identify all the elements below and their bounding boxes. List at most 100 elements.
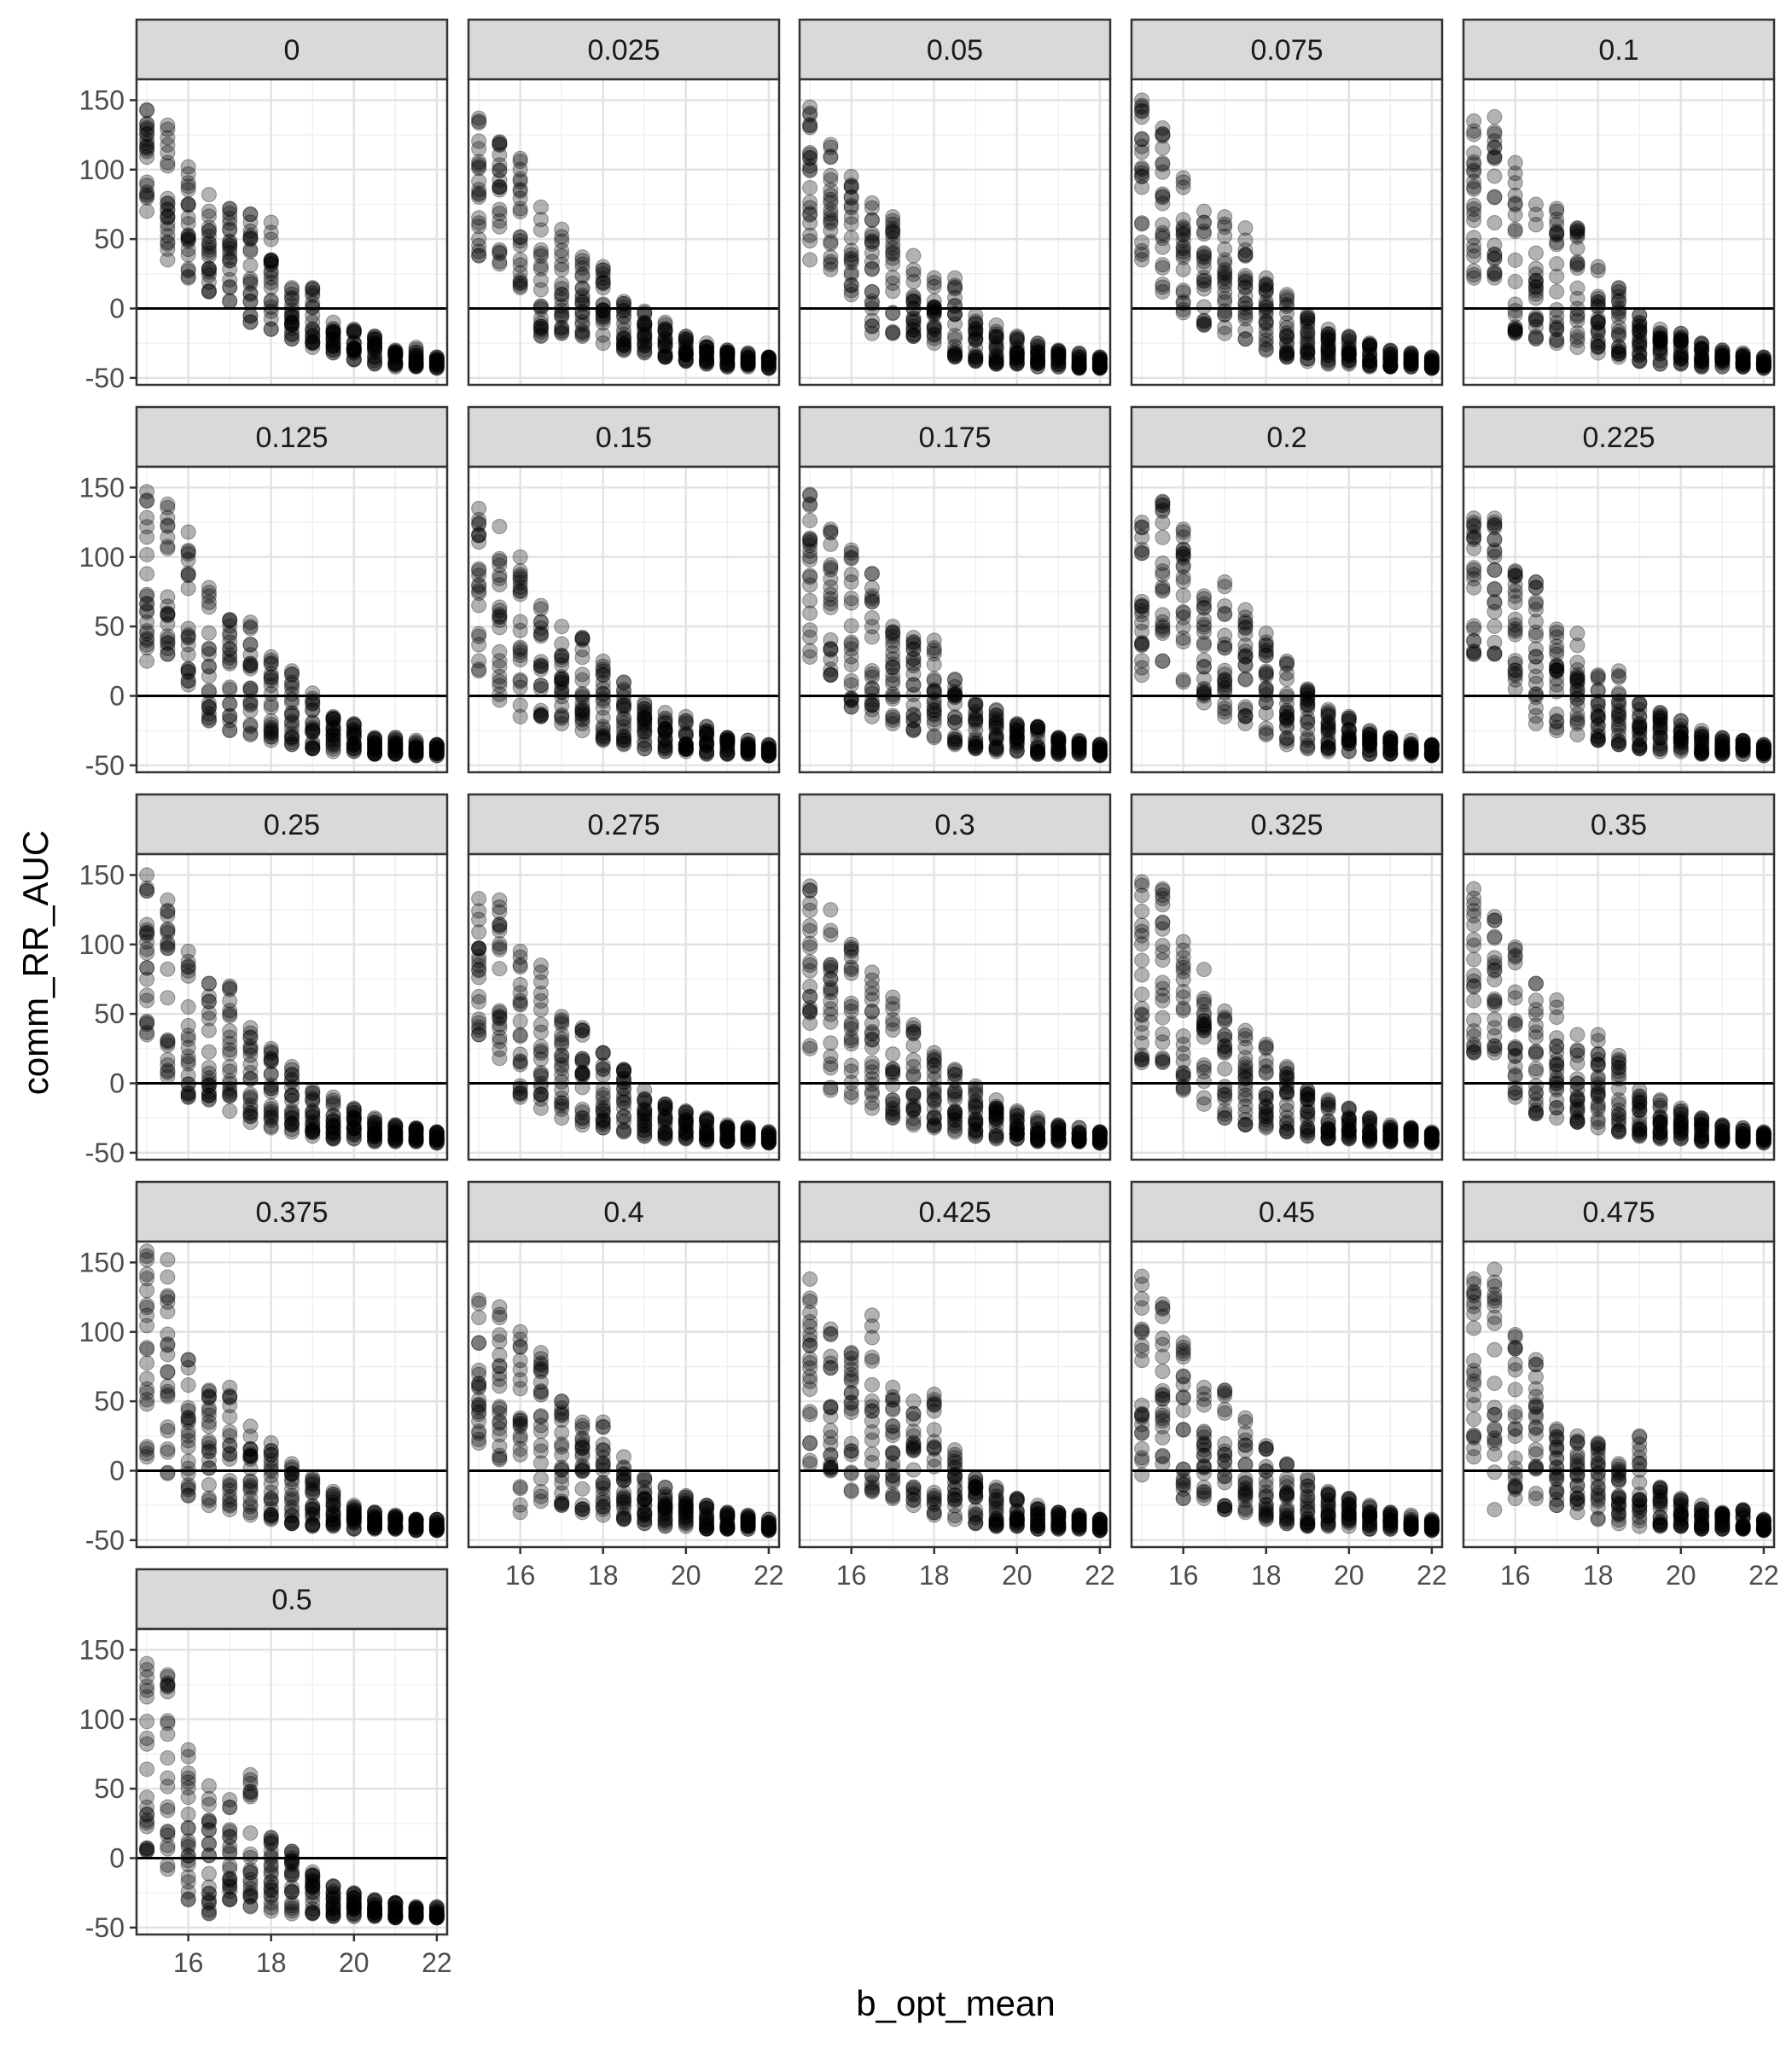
data-point — [1632, 329, 1648, 345]
data-point — [222, 253, 238, 269]
data-point — [864, 312, 880, 329]
data-point — [242, 243, 259, 259]
data-point — [284, 305, 300, 322]
data-point — [823, 253, 839, 270]
data-point — [532, 707, 549, 724]
data-point — [947, 729, 963, 745]
data-point — [843, 230, 859, 246]
data-point — [305, 321, 321, 337]
data-point — [885, 325, 901, 341]
data-point — [242, 273, 259, 289]
data-point — [637, 305, 653, 322]
data-point — [305, 335, 321, 352]
data-point — [1466, 230, 1482, 246]
data-point — [367, 329, 383, 346]
y-tick-label: -50 — [85, 750, 125, 781]
data-point — [263, 214, 279, 230]
data-point — [843, 618, 859, 634]
data-point — [408, 357, 424, 373]
data-point — [139, 1024, 155, 1040]
data-point — [428, 356, 445, 372]
data-point — [1196, 680, 1212, 696]
facet-strip-label: 0.3 — [934, 809, 975, 841]
data-point — [160, 499, 176, 515]
data-point — [1175, 957, 1191, 973]
data-point — [367, 335, 383, 352]
data-point — [885, 224, 901, 240]
data-point — [1527, 649, 1544, 665]
data-point — [823, 631, 839, 648]
data-point — [802, 252, 818, 268]
data-point — [201, 283, 217, 300]
data-point — [1694, 731, 1710, 748]
data-point — [201, 260, 217, 276]
data-point — [408, 739, 424, 755]
data-point — [346, 335, 362, 352]
data-point — [201, 236, 217, 253]
data-point — [1569, 713, 1585, 730]
data-point — [325, 325, 341, 341]
data-point — [263, 666, 279, 682]
data-point — [242, 725, 259, 742]
data-point — [367, 331, 383, 347]
data-point — [1196, 1057, 1212, 1073]
data-point — [512, 549, 528, 565]
data-point — [554, 1034, 570, 1050]
data-point — [905, 294, 922, 310]
data-point — [574, 288, 591, 304]
data-point — [1175, 524, 1191, 540]
data-point — [222, 279, 238, 295]
data-point — [284, 280, 300, 296]
data-point — [1134, 160, 1150, 176]
data-point — [512, 1056, 528, 1073]
data-point — [885, 712, 901, 728]
panel-border — [135, 78, 449, 387]
data-point — [1569, 672, 1585, 689]
data-point — [637, 1094, 653, 1110]
facet-panel: 0.325 — [1130, 793, 1444, 1161]
data-point — [512, 583, 528, 599]
y-tick-label: 0 — [109, 294, 125, 324]
data-point — [346, 325, 362, 341]
data-point — [1632, 352, 1648, 369]
data-point — [512, 563, 528, 579]
data-point — [926, 728, 942, 744]
facet-panel: 0.3 — [798, 793, 1112, 1161]
data-point — [325, 720, 341, 736]
data-point — [408, 353, 424, 369]
data-point — [325, 321, 341, 337]
data-point — [1487, 561, 1503, 578]
data-point — [492, 135, 508, 151]
data-point — [242, 308, 259, 324]
data-point — [346, 352, 362, 368]
data-point — [1527, 627, 1544, 643]
data-point — [554, 672, 570, 688]
data-point — [1258, 720, 1274, 736]
data-point — [740, 1120, 756, 1137]
data-point — [595, 693, 611, 709]
data-point — [905, 311, 922, 328]
data-point — [1549, 706, 1565, 722]
data-point — [325, 339, 341, 355]
data-point — [595, 1090, 611, 1106]
data-point — [1175, 1028, 1191, 1044]
data-point — [387, 342, 404, 358]
data-point — [1487, 266, 1503, 282]
data-point — [222, 992, 238, 1009]
data-point — [968, 1085, 984, 1101]
data-point — [180, 630, 196, 646]
data-point — [595, 728, 611, 744]
data-point — [471, 903, 487, 919]
data-point — [1507, 166, 1523, 182]
data-point — [1632, 315, 1648, 331]
data-point — [180, 227, 196, 243]
data-point — [160, 209, 176, 225]
data-point — [947, 1104, 963, 1120]
data-point — [305, 340, 321, 356]
data-point — [554, 319, 570, 335]
data-point — [387, 358, 404, 375]
data-point — [1423, 1133, 1440, 1149]
data-point — [387, 355, 404, 371]
data-point — [263, 231, 279, 247]
data-point — [1217, 1079, 1233, 1095]
